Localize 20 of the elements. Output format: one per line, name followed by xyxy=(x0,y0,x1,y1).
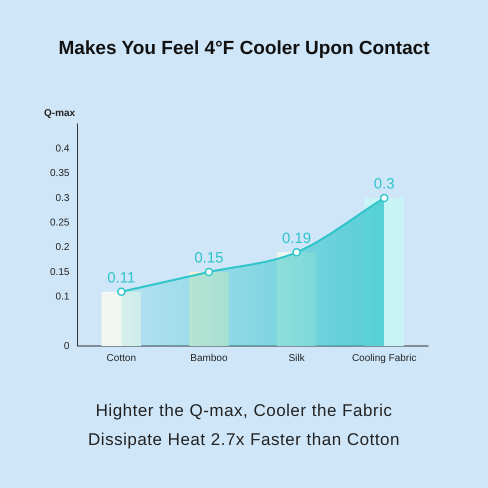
x-tick-label: Bamboo xyxy=(190,352,228,364)
data-label: 0.11 xyxy=(107,269,136,286)
data-label: 0.15 xyxy=(194,250,224,267)
y-tick-label: 0.35 xyxy=(50,168,70,180)
chart-title: Makes You Feel 4°F Cooler Upon Contact xyxy=(57,38,431,60)
y-tick-label: 0.2 xyxy=(56,242,70,254)
text: Highter the Q-max, Cooler the Fabric xyxy=(94,400,394,422)
y-axis-title: Q-max xyxy=(44,108,76,119)
y-tick-label: 0.4 xyxy=(56,143,70,154)
data-label: 0.3 xyxy=(374,176,395,193)
x-tick-label: Silk xyxy=(288,352,306,364)
x-tick-label: Cooling Fabric xyxy=(352,352,416,364)
y-tick-label: 0.15 xyxy=(50,266,70,278)
y-tick-label: 0.1 xyxy=(56,291,70,302)
y-tick-label: 0.3 xyxy=(56,192,70,204)
data-label: 0.19 xyxy=(282,230,312,247)
y-tick-label: 0.25 xyxy=(50,217,70,228)
x-tick-label: Cotton xyxy=(106,352,136,364)
text: Dissipate Heat 2.7x Faster than Cotton xyxy=(87,429,401,451)
y-tick-label: 0 xyxy=(64,340,70,352)
